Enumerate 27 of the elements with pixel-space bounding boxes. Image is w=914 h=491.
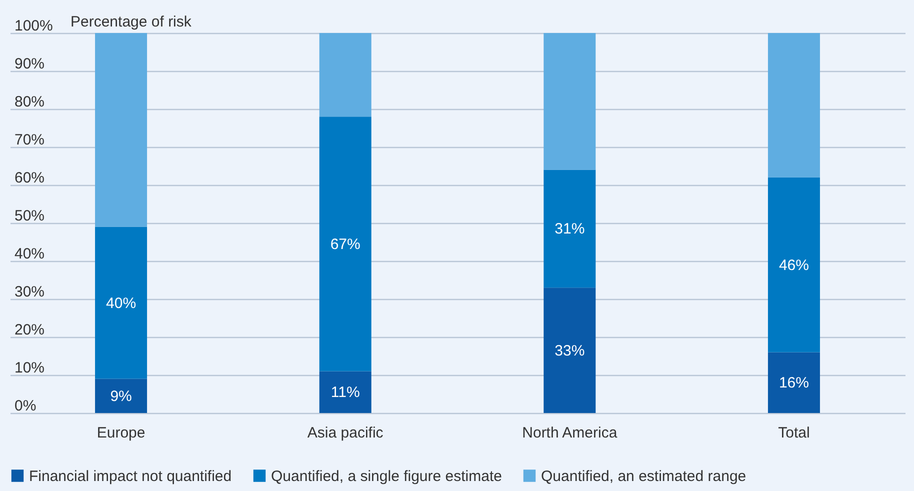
y-tick-label: 40% [14, 246, 45, 262]
data-label: 11% [330, 384, 360, 402]
y-tick-label: 70% [14, 132, 45, 148]
data-label: 67% [330, 236, 360, 253]
x-tick-label: Total [778, 424, 810, 442]
y-tick-label: 0% [14, 398, 36, 414]
y-tick-label: 50% [14, 208, 45, 224]
y-tick-label: 30% [14, 284, 45, 300]
legend-label: Quantified, a single figure estimate [271, 468, 502, 485]
data-label: 9% [110, 388, 132, 405]
x-tick-label: Asia pacific [307, 424, 384, 442]
x-tick-label: North America [522, 424, 618, 442]
data-label: 33% [554, 342, 585, 360]
data-label: 46% [778, 256, 809, 274]
data-label: 40% [106, 294, 136, 312]
y-tick-label: 20% [14, 322, 45, 338]
y-tick-label: 60% [14, 170, 45, 186]
y-tick-label: 90% [14, 56, 45, 72]
y-tick-label: 80% [14, 94, 45, 110]
y-tick-label: 100% [14, 18, 53, 34]
y-tick-label: 10% [14, 360, 45, 376]
legend-label: Quantified, an estimated range [541, 468, 746, 485]
legend-label: Financial impact not quantified [29, 468, 232, 485]
data-label: 16% [778, 374, 809, 392]
y-axis-title: Percentage of risk [70, 14, 192, 30]
data-label: 31% [554, 220, 585, 238]
x-tick-label: Europe [96, 424, 146, 442]
